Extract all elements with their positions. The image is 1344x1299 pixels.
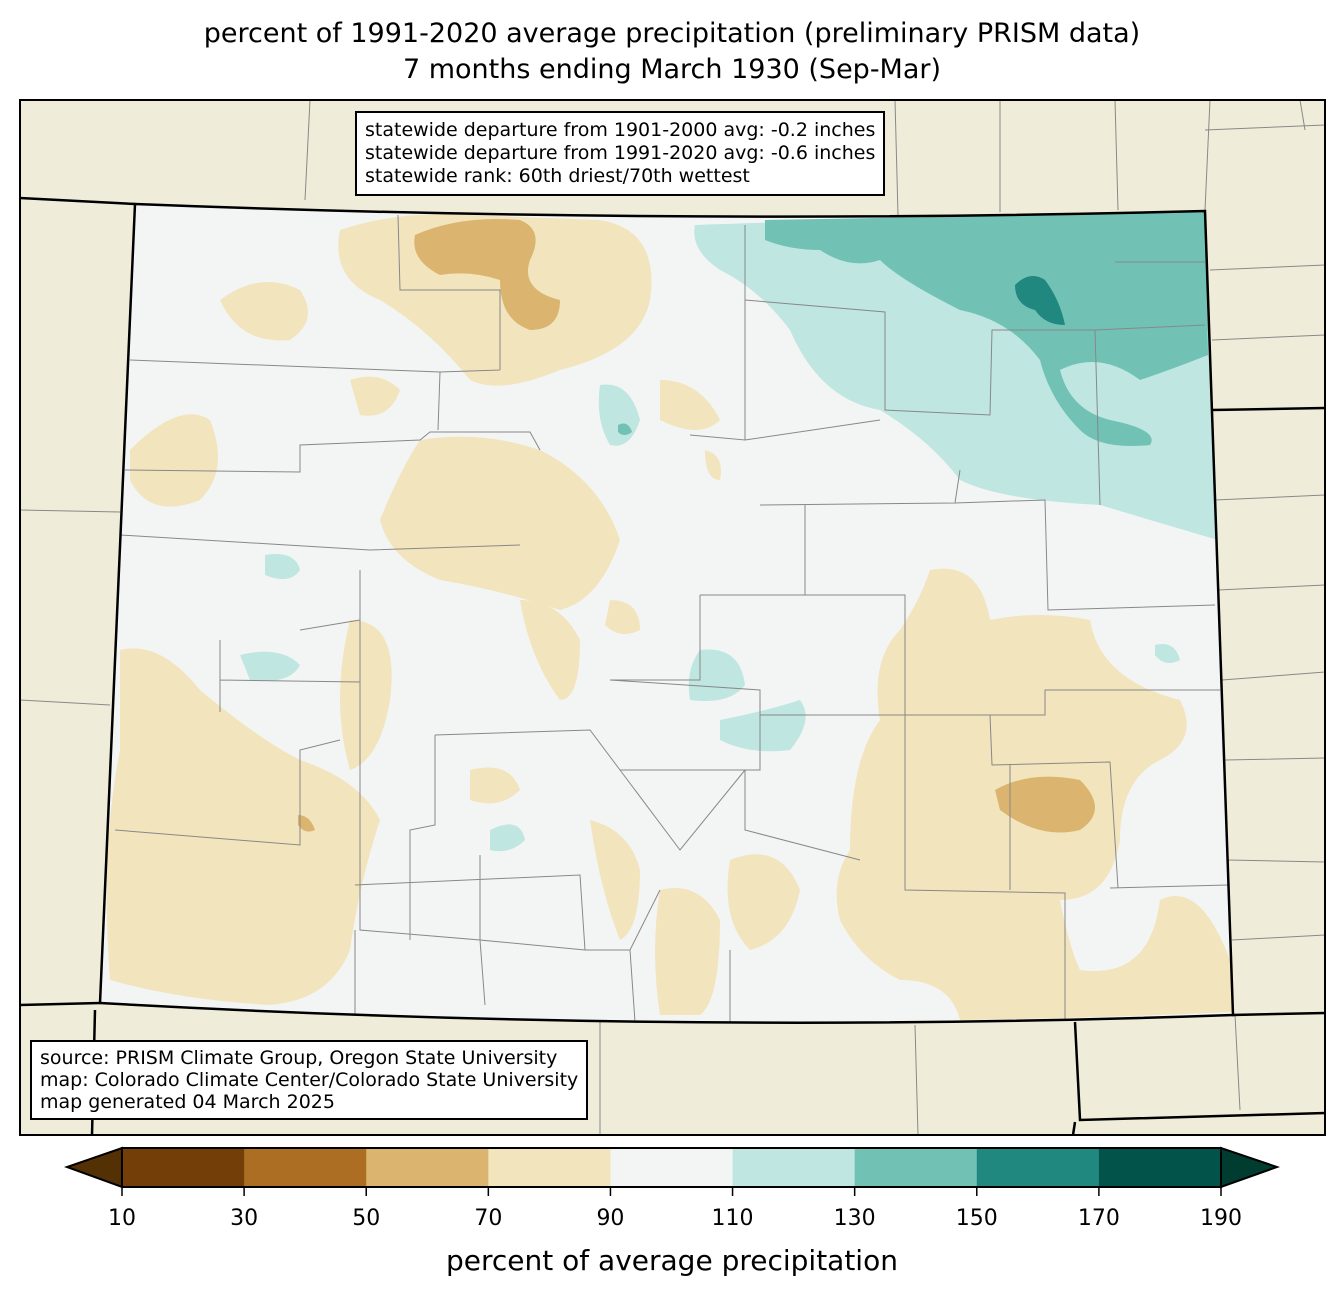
departure-1991-2020: statewide departure from 1991-2020 avg: … bbox=[365, 142, 876, 164]
map-title-line1: percent of 1991-2020 average precipitati… bbox=[203, 18, 1141, 49]
colorbar-label: percent of average precipitation bbox=[446, 1244, 898, 1277]
colorbar-tick-label: 130 bbox=[833, 1206, 876, 1231]
colorado-border bbox=[98, 202, 1235, 1024]
source-line: source: PRISM Climate Group, Oregon Stat… bbox=[40, 1047, 558, 1069]
map-credit-line: map: Colorado Climate Center/Colorado St… bbox=[40, 1069, 579, 1091]
colorbar-segment bbox=[610, 1148, 734, 1187]
colorbar-segment bbox=[976, 1148, 1100, 1187]
statewide-stats-box: statewide departure from 1901-2000 avg: … bbox=[355, 111, 886, 196]
colorbar-tick-label: 170 bbox=[1077, 1206, 1120, 1231]
colorbar-segment bbox=[488, 1148, 611, 1187]
colorbar-tick-label: 10 bbox=[108, 1206, 136, 1231]
county-lines-outside bbox=[19, 99, 1326, 1136]
colorbar-tick-label: 90 bbox=[596, 1206, 625, 1231]
statewide-rank: statewide rank: 60th driest/70th wettest bbox=[365, 165, 750, 187]
colorbar-under-arrow bbox=[64, 1146, 123, 1189]
colorbar bbox=[64, 1146, 1281, 1196]
colorbar-segment bbox=[1098, 1148, 1222, 1187]
colorbar-segment bbox=[732, 1148, 856, 1187]
colorbar-tick-label: 30 bbox=[230, 1206, 259, 1231]
colorbar-frame bbox=[121, 1147, 1222, 1188]
map-frame bbox=[19, 99, 1326, 1136]
source-box: source: PRISM Climate Group, Oregon Stat… bbox=[30, 1040, 589, 1120]
generated-date-line: map generated 04 March 2025 bbox=[40, 1091, 335, 1113]
colorbar-over-arrow bbox=[1220, 1146, 1281, 1189]
county-lines bbox=[114, 214, 1229, 1023]
precip-contours bbox=[106, 211, 1232, 1020]
colorbar-tick-label: 50 bbox=[352, 1206, 381, 1231]
colorbar-tick-label: 70 bbox=[474, 1206, 503, 1231]
map-title-line2: 7 months ending March 1930 (Sep-Mar) bbox=[402, 54, 942, 85]
colorbar-segment bbox=[854, 1148, 978, 1187]
departure-1901-2000: statewide departure from 1901-2000 avg: … bbox=[365, 119, 876, 141]
colorbar-tick-label: 110 bbox=[711, 1206, 754, 1231]
colorbar-tick-label: 150 bbox=[955, 1206, 998, 1231]
state-borders-outside bbox=[19, 196, 1326, 1136]
colorbar-segment bbox=[244, 1148, 367, 1187]
colorbar-segment bbox=[122, 1148, 245, 1187]
colorbar-tick-label: 190 bbox=[1200, 1206, 1242, 1231]
colorbar-segment bbox=[366, 1148, 489, 1187]
